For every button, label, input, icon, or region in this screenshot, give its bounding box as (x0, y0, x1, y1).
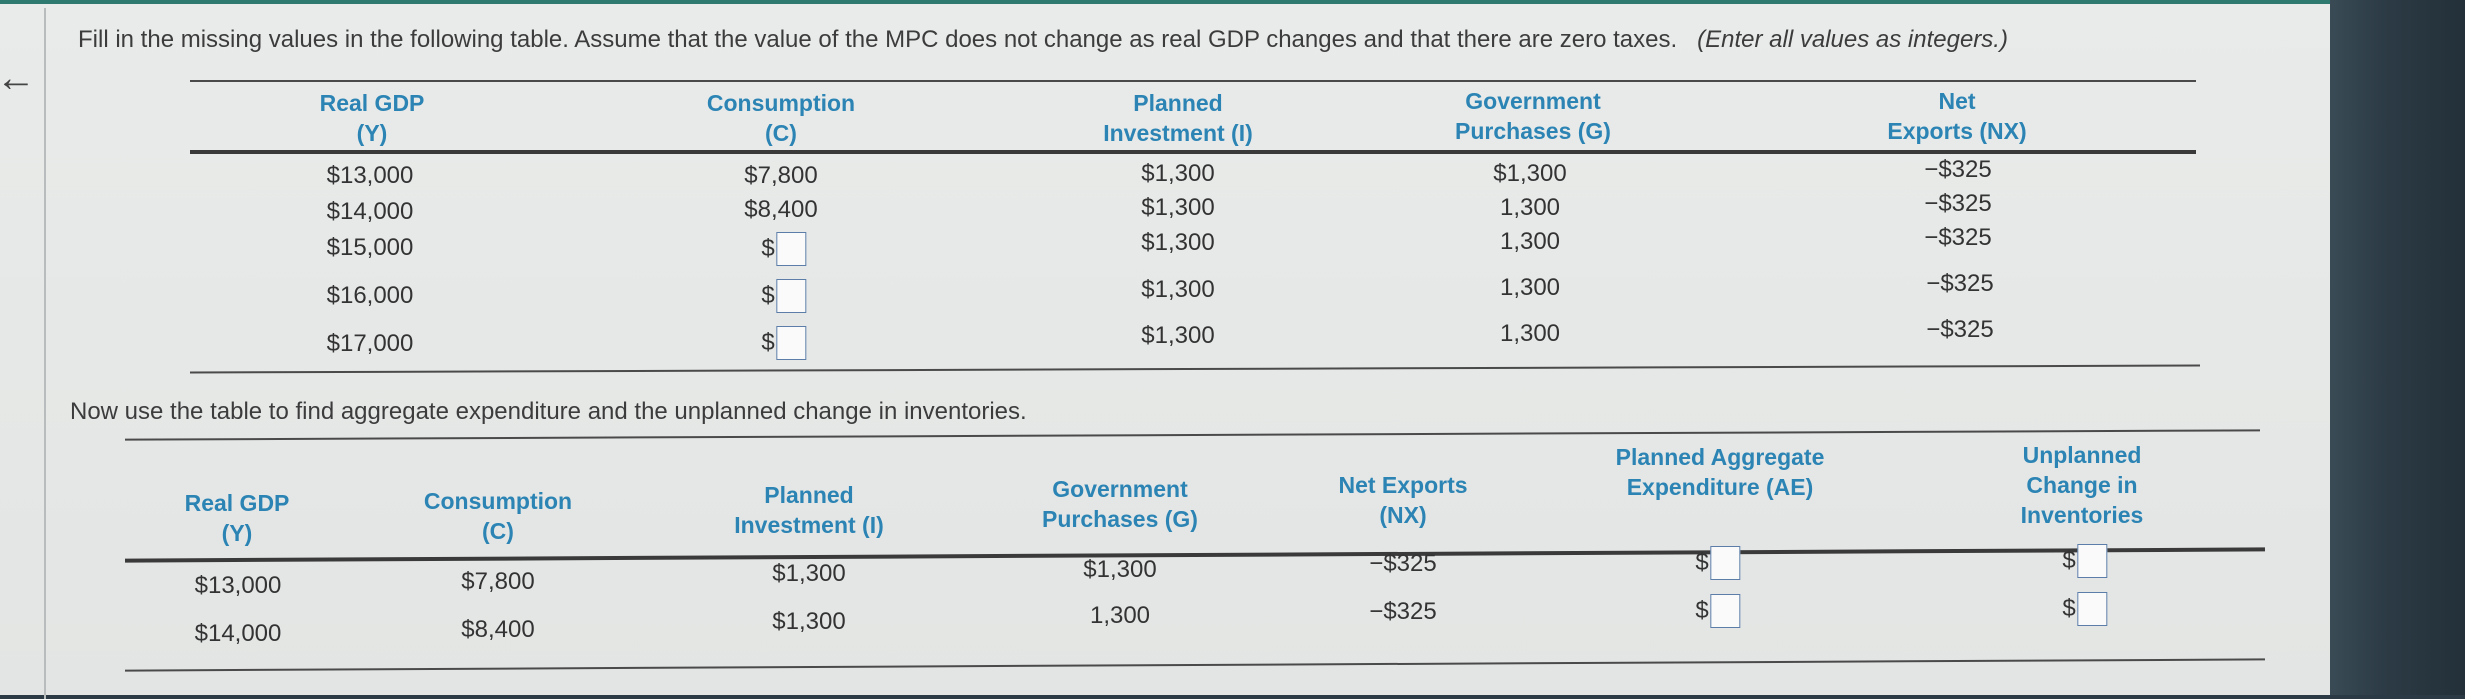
t1-r3-real-gdp: $16,000 (326, 282, 414, 309)
t1-r3-consumption-input[interactable] (776, 279, 807, 313)
t2-header-real-gdp: Real GDP (Y) (184, 490, 290, 546)
t2-r0-ae-input[interactable] (1710, 546, 1741, 580)
t1-r4-real-gdp: $17,000 (326, 330, 414, 357)
table-1-header-rule (190, 150, 2196, 154)
dollar-sign: $ (2062, 595, 2076, 622)
t1-r2-government: 1,300 (1499, 228, 1561, 255)
t2-r0-government: $1,300 (1083, 556, 1157, 583)
table-2-bottom-rule (125, 658, 2265, 672)
t2-r1-real-gdp: $14,000 (194, 620, 282, 647)
t2-r1-net-exports: −$325 (1369, 598, 1437, 625)
t1-r2-investment: $1,300 (1141, 229, 1215, 256)
t2-header-investment: Planned Investment (I) (734, 482, 884, 538)
t2-r1-investment: $1,300 (772, 608, 846, 635)
t1-r4-investment: $1,300 (1141, 322, 1215, 349)
t1-r2-consumption-field: $ (761, 232, 807, 266)
t2-header-government: Government Purchases (G) (1042, 476, 1198, 532)
t1-header-real-gdp: Real GDP (Y) (319, 90, 425, 146)
left-rail: ← (0, 8, 46, 699)
t1-r1-government: 1,300 (1499, 194, 1561, 221)
t2-header-planned-ae: Planned Aggregate Expenditure (AE) (1615, 444, 1825, 500)
t2-header-net-exports: Net Exports (NX) (1338, 472, 1468, 528)
t1-r3-net-exports: −$325 (1926, 270, 1994, 297)
t1-r0-net-exports: −$325 (1924, 156, 1992, 183)
t2-r0-inventories-field: $ (2062, 544, 2108, 578)
dollar-sign: $ (761, 329, 775, 356)
t1-r4-net-exports: −$325 (1926, 316, 1994, 343)
dollar-sign: $ (1695, 597, 1709, 624)
dollar-sign: $ (1695, 549, 1709, 576)
t2-r1-government: 1,300 (1089, 602, 1151, 629)
collapse-arrow-icon[interactable]: ← (0, 56, 36, 100)
t1-header-investment: Planned Investment (I) (1103, 90, 1253, 146)
t1-r4-consumption-field: $ (761, 326, 807, 360)
instruction-text: Fill in the missing values in the follow… (78, 26, 2008, 54)
dollar-sign: $ (2062, 547, 2076, 574)
t2-header-consumption: Consumption (C) (423, 488, 573, 544)
t1-r1-investment: $1,300 (1141, 194, 1215, 221)
t1-r1-consumption: $8,400 (744, 196, 818, 223)
t1-r2-net-exports: −$325 (1924, 224, 1992, 251)
table-2-top-rule (125, 429, 2260, 441)
question-panel: ← Fill in the missing values in the foll… (0, 0, 2330, 699)
t2-r0-ae-field: $ (1695, 546, 1741, 580)
t1-header-consumption: Consumption (C) (706, 90, 856, 146)
t1-r0-investment: $1,300 (1141, 160, 1215, 187)
sub-instruction-text: Now use the table to find aggregate expe… (70, 398, 1027, 425)
instruction-note: (Enter all values as integers.) (1697, 26, 2008, 53)
t2-r1-inventories-field: $ (2062, 592, 2108, 626)
t2-r0-real-gdp: $13,000 (194, 572, 282, 599)
t1-r0-real-gdp: $13,000 (326, 162, 414, 189)
t1-r3-investment: $1,300 (1141, 276, 1215, 303)
t1-r2-consumption-input[interactable] (776, 232, 807, 266)
dollar-sign: $ (761, 282, 775, 309)
t1-r4-consumption-input[interactable] (776, 326, 807, 360)
t2-r0-inventories-input[interactable] (2077, 544, 2108, 578)
t1-r4-government: 1,300 (1499, 320, 1561, 347)
t2-r1-ae-input[interactable] (1710, 594, 1741, 628)
table-2-header-rule (125, 547, 2265, 563)
t1-r2-real-gdp: $15,000 (326, 234, 414, 261)
t2-r1-ae-field: $ (1695, 594, 1741, 628)
table-1-top-rule (190, 80, 2196, 82)
screen-bezel (2330, 0, 2465, 695)
t2-r1-inventories-input[interactable] (2077, 592, 2108, 626)
table-1-bottom-rule (190, 364, 2200, 374)
t1-r0-government: $1,300 (1493, 160, 1567, 187)
t2-r1-consumption: $8,400 (461, 616, 535, 643)
t2-r0-consumption: $7,800 (461, 568, 535, 595)
t2-header-unplanned-inventories: Unplanned Change in Inventories (2020, 442, 2144, 528)
t1-r1-net-exports: −$325 (1924, 190, 1992, 217)
t1-header-government: Government Purchases (G) (1455, 88, 1611, 144)
instruction-main: Fill in the missing values in the follow… (78, 26, 1678, 53)
t1-r1-real-gdp: $14,000 (326, 198, 414, 225)
dollar-sign: $ (761, 235, 775, 262)
t1-r3-government: 1,300 (1499, 274, 1561, 301)
t1-r3-consumption-field: $ (761, 279, 807, 313)
t1-r0-consumption: $7,800 (744, 162, 818, 189)
t2-r0-net-exports: −$325 (1369, 550, 1437, 577)
t1-header-net-exports: Net Exports (NX) (1887, 88, 2027, 144)
t2-r0-investment: $1,300 (772, 560, 846, 587)
